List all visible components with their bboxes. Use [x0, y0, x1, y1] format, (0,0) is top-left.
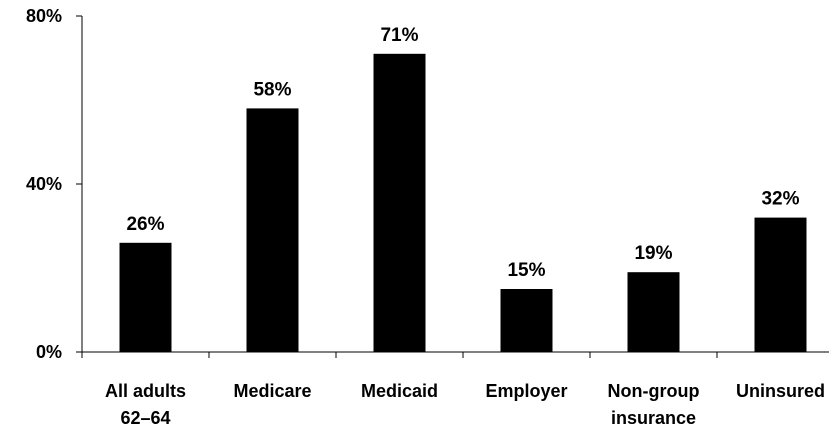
x-tick-label-line: Employer [485, 381, 567, 401]
bar [119, 242, 172, 352]
x-tick-label: Uninsured [736, 381, 825, 401]
y-tick-label: 40% [26, 174, 62, 194]
y-tick-label: 80% [26, 6, 62, 26]
chart-bars [119, 53, 807, 353]
data-label: 32% [761, 189, 799, 210]
bar [246, 108, 299, 353]
data-label: 15% [507, 260, 545, 281]
x-tick-label-line: Non-group [608, 381, 700, 401]
x-tick-label: Employer [485, 381, 567, 401]
chart-axes: 0% 40% 80% [26, 6, 829, 362]
data-label: 19% [634, 243, 672, 264]
x-tick-label: Non-group insurance [608, 381, 700, 428]
x-tick-label: Medicaid [361, 381, 438, 401]
x-tick-label-line: Medicaid [361, 381, 438, 401]
y-tick-label: 0% [36, 342, 62, 362]
data-label: 58% [253, 79, 291, 100]
chart-labels: 26% All adults 62–64 58% Medicare 71% Medicaid… [105, 25, 825, 428]
bar [500, 289, 553, 352]
x-tick-label-line: All adults [105, 381, 186, 401]
bar [754, 217, 807, 352]
data-label: 26% [126, 214, 164, 235]
x-tick-label-line: insurance [611, 408, 696, 428]
data-label: 71% [380, 25, 418, 46]
bar [627, 272, 680, 352]
x-tick-label-line: Uninsured [736, 381, 825, 401]
x-tick-label: All adults 62–64 [105, 381, 186, 428]
x-tick-label-line: 62–64 [120, 408, 170, 428]
bar [373, 53, 426, 353]
x-tick-label-line: Medicare [233, 381, 311, 401]
x-tick-label: Medicare [233, 381, 311, 401]
